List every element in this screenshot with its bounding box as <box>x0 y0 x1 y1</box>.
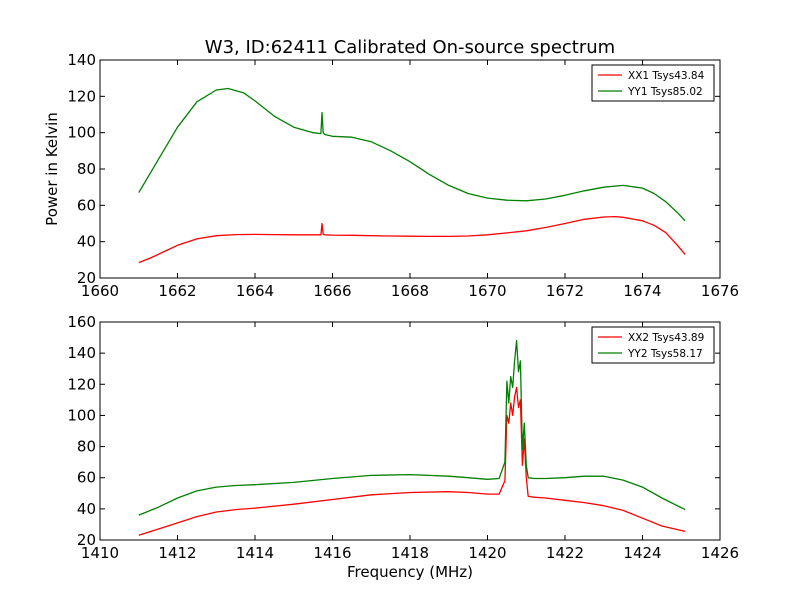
legend: XX2 Tsys43.89 YY2 Tsys58.17 <box>591 326 715 364</box>
y-tick-label: 40 <box>77 233 96 251</box>
x-tick-label: 1670 <box>468 282 506 300</box>
y-tick-label: 80 <box>77 160 96 178</box>
x-tick-label: 1672 <box>546 282 584 300</box>
legend-label: XX1 Tsys43.84 <box>628 70 705 82</box>
y-tick-label: 80 <box>77 438 96 456</box>
x-tick-label: 1422 <box>546 544 584 562</box>
y-tick-label: 120 <box>67 375 96 393</box>
legend-label: YY1 Tsys85.02 <box>627 86 703 98</box>
legend: XX1 Tsys43.84 YY1 Tsys85.02 <box>591 64 715 102</box>
series-line-1-2 <box>138 87 686 222</box>
series-line-1-1 <box>138 215 686 264</box>
legend-label: XX2 Tsys43.89 <box>628 332 704 344</box>
y-tick-label: 60 <box>77 196 96 214</box>
x-tick-label: 1662 <box>158 282 196 300</box>
series-line-2-1 <box>138 386 686 536</box>
x-tick-label: 1412 <box>158 544 196 562</box>
bottom-panel: 1410 1412 1414 1416 1418 1420 1422 1424 1426 20 40… <box>67 313 739 581</box>
legend-box <box>591 64 715 102</box>
x-tick-label: 1660 <box>81 282 119 300</box>
y-tick-label: 40 <box>77 500 96 518</box>
y-tick-label: 60 <box>77 469 96 487</box>
series-line-2-2 <box>138 340 686 516</box>
y-tick-label: 140 <box>67 51 96 69</box>
y-tick-label: 160 <box>67 313 96 331</box>
legend-box <box>591 326 715 364</box>
x-tick-label: 1426 <box>701 544 739 562</box>
x-tick-label: 1418 <box>391 544 429 562</box>
x-tick-label: 1674 <box>623 282 661 300</box>
y-axis-label: Power in Kelvin <box>43 112 61 226</box>
legend-label: YY2 Tsys58.17 <box>627 348 703 360</box>
x-tick-label: 1424 <box>623 544 661 562</box>
x-tick-label: 1410 <box>81 544 119 562</box>
y-tick-label: 100 <box>67 124 96 142</box>
x-tick-label: 1416 <box>313 544 351 562</box>
y-tick-label: 100 <box>67 406 96 424</box>
x-tick-label: 1420 <box>468 544 506 562</box>
top-panel: 1660 1662 1664 1666 1668 1670 1672 1674 1676 20 40… <box>43 51 739 300</box>
y-tick-label: 20 <box>77 531 96 549</box>
chart-title: W3, ID:62411 Calibrated On-source spectr… <box>205 37 615 58</box>
y-tick-label: 20 <box>77 269 96 287</box>
y-tick-label: 140 <box>67 344 96 362</box>
x-tick-label: 1668 <box>391 282 429 300</box>
x-tick-label: 1666 <box>313 282 351 300</box>
x-tick-label: 1414 <box>236 544 274 562</box>
x-tick-label: 1664 <box>236 282 274 300</box>
x-axis-label: Frequency (MHz) <box>347 563 473 581</box>
x-tick-label: 1676 <box>701 282 739 300</box>
y-tick-label: 120 <box>67 87 96 105</box>
